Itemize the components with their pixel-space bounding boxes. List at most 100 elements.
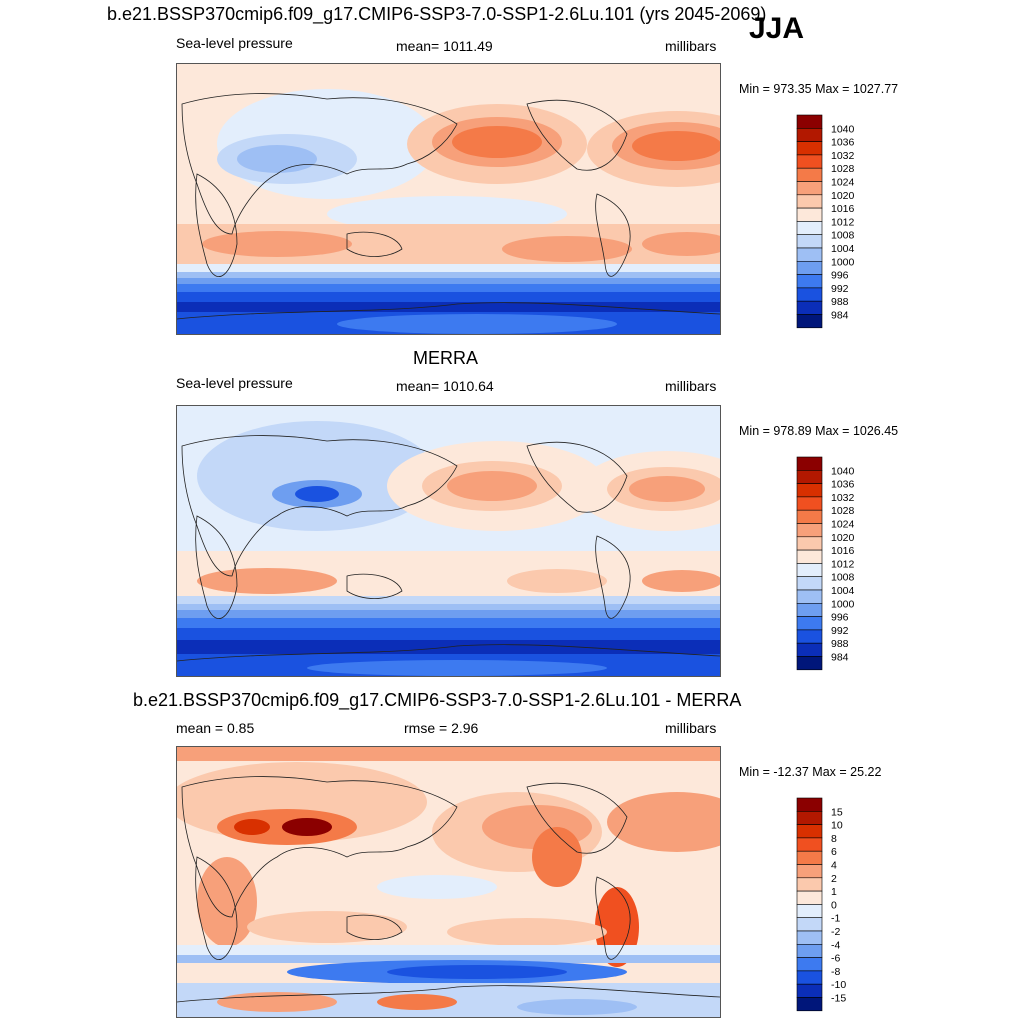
- colorbar-swatch: [796, 247, 823, 262]
- panel3-coast-eurasia: [181, 776, 458, 918]
- panel1-satl-high: [642, 232, 720, 256]
- panel2-colorbar: 1040 1036 1032 1028 1024 1020 1016 1012 1008 1004…: [796, 456, 855, 672]
- panel2-units-label: millibars: [665, 378, 717, 394]
- panel2-coast-eurasia: [181, 435, 458, 577]
- panel2-left-label: Sea-level pressure: [176, 375, 293, 391]
- colorbar-swatch: [796, 890, 823, 905]
- colorbar-swatch: [796, 877, 823, 892]
- colorbar-tick-label: 15: [831, 806, 843, 818]
- colorbar-swatch: [796, 496, 823, 511]
- colorbar-swatch: [796, 957, 823, 972]
- colorbar-tick-label: 4: [831, 860, 837, 872]
- colorbar-swatch: [796, 864, 823, 879]
- panel3-coast-australia: [346, 914, 403, 940]
- colorbar-swatch: [796, 300, 823, 315]
- season-label: JJA: [749, 12, 805, 45]
- colorbar-tick-label: 984: [831, 652, 849, 664]
- colorbar-tick-label: 1040: [831, 465, 855, 477]
- colorbar-tick-label: -6: [831, 953, 840, 965]
- colorbar-tick-label: 1028: [831, 505, 855, 517]
- colorbar-swatch: [796, 287, 823, 302]
- panel1-coast-eurasia: [181, 93, 458, 235]
- colorbar-tick-label: 1008: [831, 230, 855, 242]
- panel3-minmax-label: Min = -12.37 Max = 25.22: [739, 765, 882, 779]
- colorbar-swatch: [796, 314, 823, 329]
- colorbar-swatch: [796, 128, 823, 142]
- colorbar-tick-label: 996: [831, 612, 849, 624]
- panel1-left-label: Sea-level pressure: [176, 35, 293, 51]
- colorbar-tick-label: -8: [831, 966, 840, 978]
- colorbar-swatch: [796, 970, 823, 985]
- panel2-asia-low-inner: [295, 486, 339, 502]
- panel3-namerica-positive: [532, 827, 582, 887]
- panel1-spac-high: [502, 236, 632, 262]
- colorbar-tick-label: 6: [831, 846, 837, 858]
- panel2-mean-label: mean= 1010.64: [396, 378, 494, 394]
- colorbar-swatch: [796, 234, 823, 249]
- colorbar-tick-label: 1000: [831, 598, 855, 610]
- colorbar-swatch: [796, 194, 823, 209]
- colorbar-tick-label: 1000: [831, 256, 855, 268]
- panel2-spac-high: [507, 569, 607, 593]
- panel2-antarctic-high: [307, 660, 607, 676]
- panel1-npac-high-inner: [452, 126, 542, 158]
- colorbar-tick-label: -10: [831, 979, 846, 991]
- colorbar-tick-label: 1016: [831, 203, 855, 215]
- colorbar-tick-label: 1032: [831, 150, 855, 162]
- panel1-sband-1: [177, 264, 720, 272]
- colorbar-tick-label: 988: [831, 638, 849, 650]
- colorbar-swatch: [796, 656, 823, 671]
- panel2-asia-low-outer: [197, 421, 437, 531]
- colorbar-swatch: [796, 930, 823, 945]
- colorbar-tick-label: -1: [831, 913, 840, 925]
- panel3-antarctic-positive-2: [377, 994, 457, 1010]
- colorbar-swatch: [796, 997, 823, 1012]
- panel3-tibet-max: [282, 818, 332, 836]
- panel1-units-label: millibars: [665, 38, 717, 54]
- panel2-coast-antarctica: [177, 644, 720, 662]
- panel1-map-svg: [177, 64, 720, 334]
- colorbar-swatch: [796, 114, 823, 129]
- colorbar-tick-label: 1008: [831, 572, 855, 584]
- panel3-sband-1: [177, 945, 720, 955]
- panel1-sband-3: [177, 278, 720, 284]
- panel1-sindian-high: [202, 231, 352, 257]
- panel1-asia-low-inner: [237, 145, 317, 173]
- panel2-sband-3: [177, 610, 720, 618]
- colorbar-swatch: [796, 549, 823, 564]
- colorbar-tick-label: 1024: [831, 177, 855, 189]
- panel3-colorbar: 15 10 8 6 4 2 1 0 -1 -2 -4 -6 -8 -10 -15: [796, 797, 846, 1013]
- colorbar-swatch: [796, 904, 823, 919]
- panel2-sindian-high: [197, 568, 337, 594]
- panel3-sindian-positive: [247, 911, 407, 943]
- colorbar-tick-label: 2: [831, 873, 837, 885]
- panel1-coast-africa: [195, 173, 238, 277]
- colorbar-swatch: [796, 563, 823, 578]
- panel3-sband-2: [177, 955, 720, 963]
- panel2-coastlines: [177, 435, 720, 662]
- colorbar-swatch: [796, 167, 823, 182]
- panel2-satl-high: [642, 570, 720, 592]
- panel3-coastlines: [177, 776, 720, 1003]
- panel3-coast-africa: [195, 856, 238, 960]
- panel3-map-svg: [177, 747, 720, 1017]
- panel2-coast-africa: [195, 515, 238, 619]
- panel2-sband-1: [177, 596, 720, 604]
- panel2-map: [176, 405, 721, 677]
- panel1-sband-6: [177, 302, 720, 312]
- colorbar-tick-label: 996: [831, 270, 849, 282]
- panel2-npac-high-inner: [447, 471, 537, 501]
- panel2-sband-4: [177, 618, 720, 628]
- colorbar-tick-label: 1040: [831, 123, 855, 135]
- panel1-coast-australia: [346, 231, 403, 257]
- panel1-colorbar: 1040 1036 1032 1028 1024 1020 1016 1012 1008 1004…: [796, 114, 855, 330]
- colorbar-tick-label: 1032: [831, 492, 855, 504]
- panel3-southern-negative-inner: [387, 965, 567, 979]
- colorbar-swatch: [796, 141, 823, 156]
- colorbar-swatch: [796, 274, 823, 289]
- colorbar-tick-label: 8: [831, 833, 837, 845]
- colorbar-tick-label: -15: [831, 993, 846, 1005]
- colorbar-swatch: [796, 837, 823, 852]
- panel3-title: b.e21.BSSP370cmip6.f09_g17.CMIP6-SSP3-7.…: [133, 690, 742, 710]
